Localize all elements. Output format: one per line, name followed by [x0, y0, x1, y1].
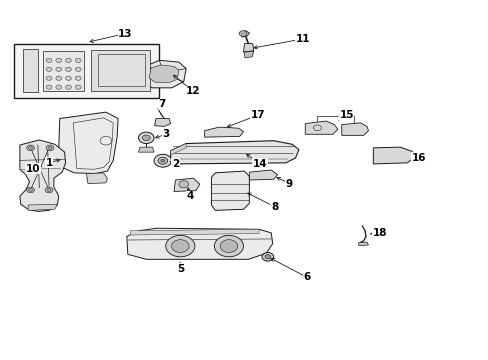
Polygon shape — [138, 147, 154, 152]
Polygon shape — [358, 242, 368, 246]
Circle shape — [75, 76, 81, 80]
Circle shape — [214, 235, 243, 257]
Polygon shape — [204, 127, 243, 137]
Circle shape — [65, 76, 71, 80]
Polygon shape — [142, 60, 186, 88]
Circle shape — [239, 31, 246, 36]
Polygon shape — [244, 51, 253, 58]
Polygon shape — [170, 144, 186, 155]
Bar — [14, 44, 159, 98]
Polygon shape — [170, 141, 298, 164]
Circle shape — [75, 85, 81, 89]
Polygon shape — [23, 49, 38, 93]
Circle shape — [165, 235, 195, 257]
Polygon shape — [249, 170, 277, 180]
Circle shape — [65, 58, 71, 63]
Circle shape — [27, 187, 34, 193]
Text: 5: 5 — [176, 264, 183, 274]
Text: 13: 13 — [118, 28, 132, 39]
Polygon shape — [239, 31, 249, 37]
Polygon shape — [20, 140, 65, 211]
Text: 4: 4 — [186, 191, 193, 201]
Text: 9: 9 — [285, 179, 292, 189]
Circle shape — [262, 252, 273, 261]
Circle shape — [56, 76, 61, 80]
Polygon shape — [211, 171, 249, 210]
Text: 15: 15 — [339, 110, 353, 120]
Circle shape — [154, 154, 171, 167]
Circle shape — [45, 187, 53, 193]
Text: 1: 1 — [45, 158, 53, 168]
Text: 16: 16 — [410, 153, 425, 163]
Circle shape — [46, 145, 54, 151]
Circle shape — [264, 255, 270, 259]
Polygon shape — [28, 204, 57, 210]
Polygon shape — [42, 51, 84, 91]
Text: 8: 8 — [270, 202, 278, 212]
Polygon shape — [130, 229, 259, 235]
Polygon shape — [174, 178, 200, 192]
Circle shape — [179, 181, 188, 188]
Text: 17: 17 — [250, 110, 265, 120]
Circle shape — [56, 67, 61, 71]
Circle shape — [161, 159, 164, 162]
Text: 2: 2 — [171, 158, 179, 168]
Text: 6: 6 — [303, 272, 310, 282]
Circle shape — [75, 58, 81, 63]
Circle shape — [47, 189, 51, 192]
Circle shape — [46, 58, 52, 63]
Circle shape — [220, 240, 237, 252]
Circle shape — [56, 58, 61, 63]
Text: 3: 3 — [162, 129, 169, 139]
Polygon shape — [305, 121, 337, 134]
Circle shape — [65, 67, 71, 71]
Circle shape — [138, 132, 154, 144]
Circle shape — [171, 240, 189, 252]
Circle shape — [46, 76, 52, 80]
Circle shape — [75, 67, 81, 71]
Text: 18: 18 — [372, 228, 386, 238]
Polygon shape — [341, 123, 368, 135]
Circle shape — [142, 135, 150, 141]
Text: 14: 14 — [252, 159, 267, 169]
Circle shape — [29, 147, 32, 149]
Circle shape — [46, 85, 52, 89]
Polygon shape — [154, 118, 170, 126]
Polygon shape — [243, 44, 253, 52]
Circle shape — [46, 67, 52, 71]
Circle shape — [56, 85, 61, 89]
Text: 10: 10 — [26, 163, 40, 174]
Circle shape — [65, 85, 71, 89]
Polygon shape — [372, 147, 413, 164]
Polygon shape — [86, 173, 107, 184]
Text: 11: 11 — [295, 34, 309, 44]
Circle shape — [48, 147, 52, 149]
Polygon shape — [91, 50, 149, 91]
Circle shape — [29, 189, 32, 192]
Circle shape — [158, 157, 167, 164]
Polygon shape — [59, 112, 118, 174]
Polygon shape — [126, 228, 272, 259]
Text: 12: 12 — [186, 86, 200, 96]
Polygon shape — [149, 65, 179, 82]
Circle shape — [27, 145, 34, 151]
Text: 7: 7 — [158, 99, 165, 109]
